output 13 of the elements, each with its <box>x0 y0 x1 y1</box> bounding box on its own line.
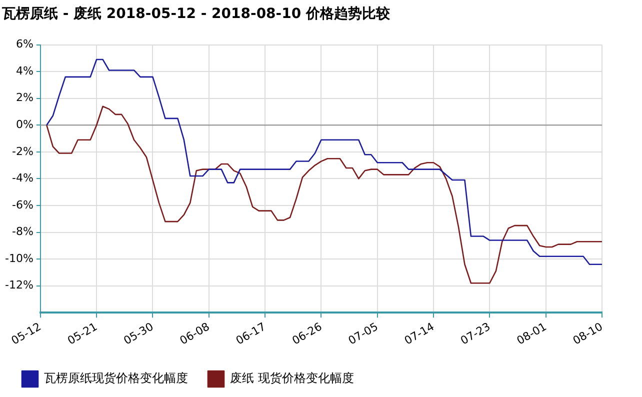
legend-label: 瓦楞原纸现货价格变化幅度 <box>44 371 188 386</box>
y-tick-label: 2% <box>16 91 34 104</box>
y-tick-label: -10% <box>4 252 34 265</box>
y-tick-label: 0% <box>16 118 34 131</box>
y-tick-label: 6% <box>16 38 34 51</box>
y-tick-label: 4% <box>16 64 34 78</box>
y-tick-label: -6% <box>12 198 34 212</box>
legend-label: 废纸 现货价格变化幅度 <box>230 371 354 386</box>
y-tick-label: -8% <box>12 225 34 238</box>
y-tick-label: -4% <box>12 172 34 185</box>
chart-title: 瓦楞原纸 - 废纸 2018-05-12 - 2018-08-10 价格趋势比较 <box>1 5 391 22</box>
y-tick-label: -12% <box>4 278 34 292</box>
y-tick-label: -2% <box>12 144 34 158</box>
